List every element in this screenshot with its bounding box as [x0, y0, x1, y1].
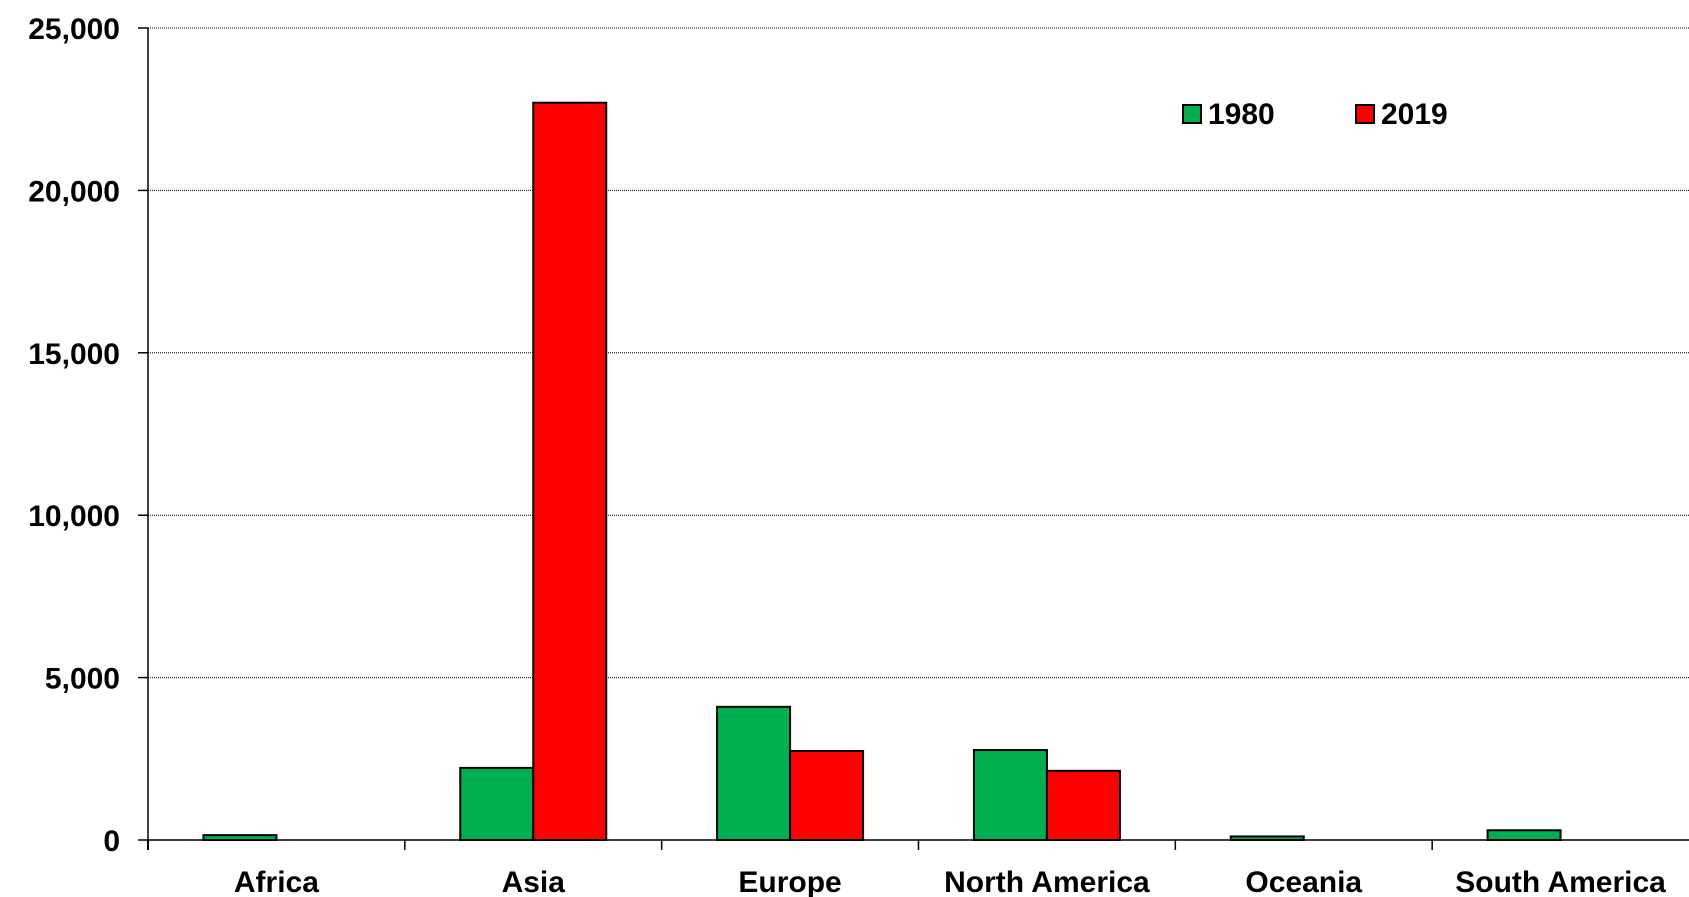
legend: 1980 2019	[1182, 98, 1448, 131]
x-category-label: Asia	[502, 866, 566, 897]
bar-europe-2019	[789, 750, 865, 842]
y-tick-label: 25,000	[28, 13, 120, 46]
legend-label: 1980	[1208, 98, 1275, 131]
legend-swatch-1980	[1182, 104, 1202, 124]
axes	[147, 28, 1689, 850]
bars	[202, 101, 1562, 842]
bar-north-america-2019	[1045, 769, 1121, 842]
x-category-label: Oceania	[1245, 866, 1362, 897]
gridlines	[148, 27, 1689, 679]
bar-south-america-1980	[1486, 829, 1562, 841]
y-tick-label: 10,000	[28, 500, 120, 533]
legend-label: 2019	[1381, 98, 1448, 131]
x-category-label: North America	[944, 866, 1150, 897]
bar-asia-2019	[532, 101, 608, 842]
x-category-label: Africa	[234, 866, 319, 897]
y-tick-label: 5,000	[45, 663, 120, 696]
x-axis-labels: Africa Asia Europe North America Oceania Sout…	[234, 866, 1666, 897]
bar-asia-1980	[459, 766, 535, 842]
y-tick-label: 0	[103, 825, 120, 858]
x-category-label: South America	[1455, 866, 1666, 897]
x-category-label: Europe	[738, 866, 841, 897]
y-tick-label: 15,000	[28, 338, 120, 371]
y-axis-ticks: 0 5,000 10,000 15,000 20,000 25,000	[28, 13, 148, 858]
y-tick-label: 20,000	[28, 175, 120, 208]
legend-swatch-2019	[1355, 104, 1375, 124]
bar-north-america-1980	[972, 749, 1048, 841]
bar-europe-1980	[716, 705, 792, 841]
